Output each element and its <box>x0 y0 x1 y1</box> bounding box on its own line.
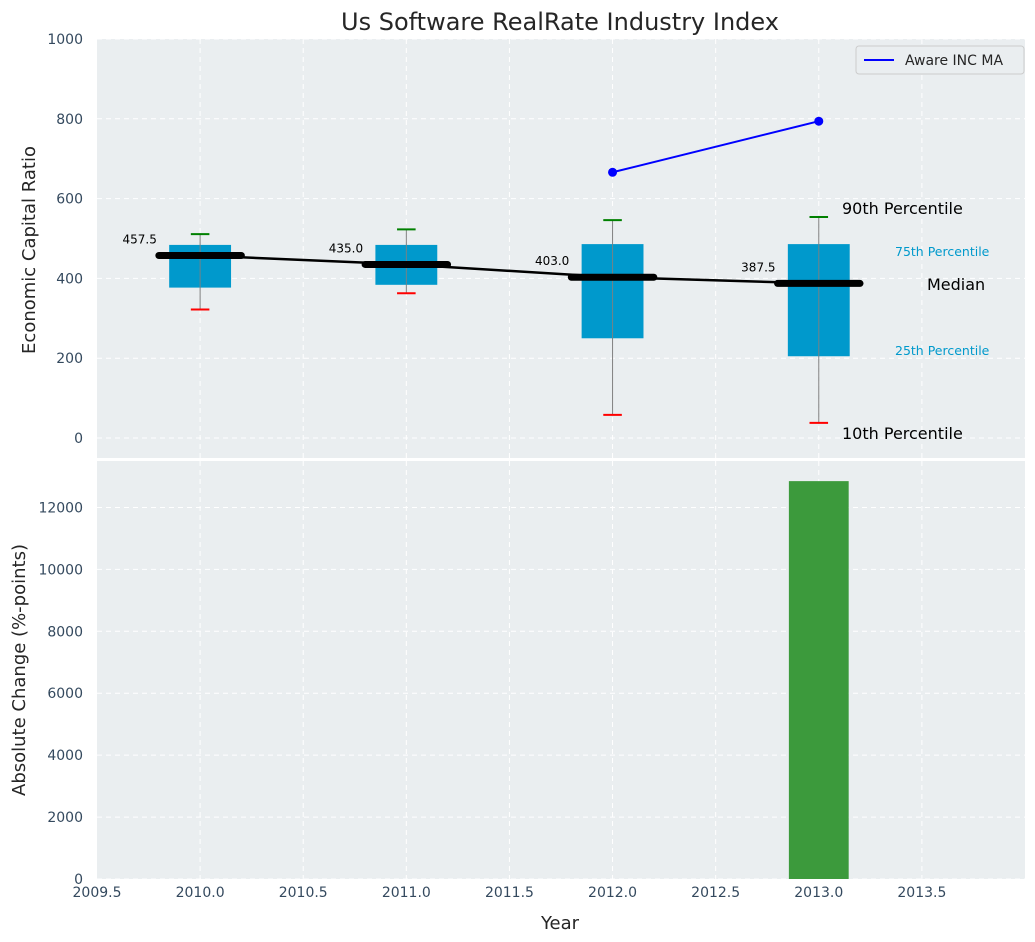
top-panel-y-ticks: 0 200 400 600 800 1000 <box>47 32 83 447</box>
bottom-panel-x-label: Year <box>540 913 580 934</box>
median-label-2012: 403.0 <box>535 254 569 268</box>
ma-line-0 <box>612 120 820 174</box>
top-y-tick-label-2: 400 <box>56 271 83 287</box>
ma-point-2013 <box>814 116 824 126</box>
x-tick-label-0: 2009.5 <box>73 885 122 901</box>
bottom-panel-grid <box>97 461 1025 880</box>
bottom-y-tick-label-6: 12000 <box>38 500 83 516</box>
median-trend-line <box>200 254 819 285</box>
top-panel-background <box>97 39 1025 458</box>
bottom-y-tick-label-2: 4000 <box>47 748 83 764</box>
x-tick-label-3: 2011.0 <box>382 885 431 901</box>
x-tick-label-1: 2010.0 <box>176 885 225 901</box>
top-y-tick-label-1: 200 <box>56 351 83 367</box>
bottom-panel-y-label: Absolute Change (%-points) <box>9 544 30 796</box>
chart-title: Us Software RealRate Industry Index <box>341 8 779 36</box>
box-plot-group <box>169 215 850 424</box>
bottom-panel-y-ticks: 0 2000 4000 6000 8000 10000 12000 <box>38 500 83 888</box>
x-tick-label-5: 2012.0 <box>588 885 637 901</box>
top-panel-y-label: Economic Capital Ratio <box>19 146 40 354</box>
x-tick-label-6: 2012.5 <box>691 885 740 901</box>
annotation-75th-percentile: 75th Percentile <box>895 244 990 259</box>
bar-group <box>788 481 849 879</box>
bottom-y-tick-label-3: 6000 <box>47 686 83 702</box>
annotation-90th-percentile: 90th Percentile <box>842 199 963 218</box>
x-tick-label-8: 2013.5 <box>897 885 946 901</box>
legend: Aware INC MA <box>855 45 1025 75</box>
annotation-10th-percentile: 10th Percentile <box>842 424 963 443</box>
bottom-panel-background <box>97 461 1025 879</box>
x-tick-label-7: 2013.0 <box>794 885 843 901</box>
top-y-tick-label-3: 600 <box>56 192 83 208</box>
top-y-tick-label-0: 0 <box>74 431 83 447</box>
x-tick-label-4: 2011.5 <box>485 885 534 901</box>
bar-2013 <box>788 481 849 879</box>
legend-frame <box>855 45 1025 75</box>
median-trend-group: 457.5 435.0 403.0 387.5 <box>123 232 864 287</box>
bottom-y-tick-label-1: 2000 <box>47 810 83 826</box>
median-label-2010: 457.5 <box>123 232 157 246</box>
bottom-y-tick-label-0: 0 <box>74 872 83 888</box>
median-label-2013: 387.5 <box>741 260 775 274</box>
bottom-y-tick-label-4: 8000 <box>47 624 83 640</box>
x-tick-label-2: 2010.5 <box>279 885 328 901</box>
bottom-panel-x-ticks: 2009.5 2010.0 2010.5 2011.0 2011.5 2012.0 2012… <box>73 885 947 901</box>
top-y-tick-label-5: 1000 <box>47 32 83 48</box>
top-y-tick-label-4: 800 <box>56 112 83 128</box>
moving-average-group <box>608 116 824 177</box>
annotation-median: Median <box>927 275 985 294</box>
legend-label-aware-inc-ma: Aware INC MA <box>905 53 1003 69</box>
bottom-y-tick-label-5: 10000 <box>38 562 83 578</box>
annotation-25th-percentile: 25th Percentile <box>895 343 990 358</box>
ma-point-2012 <box>608 167 618 177</box>
median-label-2011: 435.0 <box>329 241 363 255</box>
